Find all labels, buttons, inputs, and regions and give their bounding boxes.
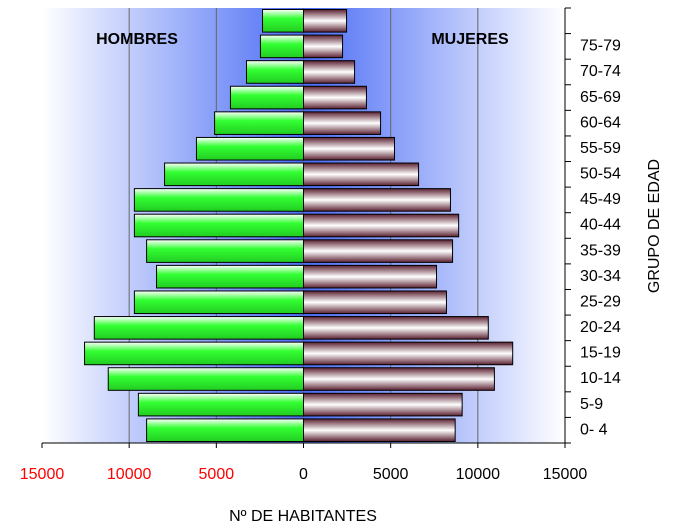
- y-tick-label: 25-29: [580, 293, 621, 310]
- y-tick-label: 75-79: [580, 38, 621, 55]
- bar: [164, 162, 304, 187]
- bar: [107, 367, 304, 391]
- bar: [245, 60, 304, 84]
- bar: [303, 316, 489, 340]
- y-tick-label: 60-64: [580, 114, 621, 131]
- bar: [259, 34, 304, 59]
- bar: [156, 264, 304, 289]
- bar: [303, 9, 348, 33]
- bar: [303, 367, 495, 391]
- y-tick-label: 50-54: [580, 166, 621, 183]
- x-tick-label: 15000: [543, 466, 588, 483]
- bar: [133, 290, 304, 315]
- y-tick-label: 0- 4: [580, 421, 608, 438]
- bar: [133, 188, 304, 212]
- y-tick-label: 55-59: [580, 140, 621, 157]
- x-tick-label: 10000: [107, 466, 152, 483]
- bar: [303, 188, 451, 212]
- x-tick-label: 5000: [373, 466, 409, 483]
- bar: [84, 341, 304, 366]
- bar: [303, 290, 447, 315]
- bar: [303, 239, 454, 263]
- y-tick-label: 10-14: [580, 370, 621, 387]
- bar: [146, 239, 304, 263]
- y-tick-label: 45-49: [580, 191, 621, 208]
- y-tick-label: 20-24: [580, 319, 621, 336]
- series-label: MUJERES: [431, 31, 509, 48]
- bar: [303, 213, 460, 238]
- y-tick-label: 65-69: [580, 89, 621, 106]
- bar: [303, 264, 438, 289]
- y-tick-label: 15-19: [580, 345, 621, 362]
- bar: [303, 392, 463, 417]
- y-tick-label: 35-39: [580, 242, 621, 259]
- bar: [93, 316, 304, 340]
- bar: [262, 9, 305, 33]
- bar: [133, 213, 304, 238]
- x-tick-label: 5000: [199, 466, 235, 483]
- bar: [195, 136, 304, 161]
- bar: [303, 60, 356, 84]
- bar: [229, 85, 304, 110]
- x-tick-label: 0: [299, 466, 308, 483]
- bar: [303, 111, 382, 135]
- x-axis-title: Nº DE HABITANTES: [229, 508, 377, 525]
- bar: [214, 111, 304, 135]
- bar: [303, 341, 514, 366]
- bar: [303, 85, 367, 110]
- bar: [303, 136, 396, 161]
- y-axis-title: GRUPO DE EDAD: [646, 159, 663, 293]
- y-tick-label: 5-9: [580, 396, 603, 413]
- bar: [146, 418, 304, 443]
- y-tick-label: 70-74: [580, 63, 621, 80]
- bar: [303, 34, 344, 59]
- x-tick-label: 10000: [456, 466, 501, 483]
- x-tick-label: 15000: [20, 466, 65, 483]
- y-tick-label: 30-34: [580, 268, 621, 285]
- y-tick-label: 40-44: [580, 217, 621, 234]
- bar: [303, 162, 420, 187]
- bar: [137, 392, 304, 417]
- series-label: HOMBRES: [96, 31, 178, 48]
- bar: [303, 418, 456, 443]
